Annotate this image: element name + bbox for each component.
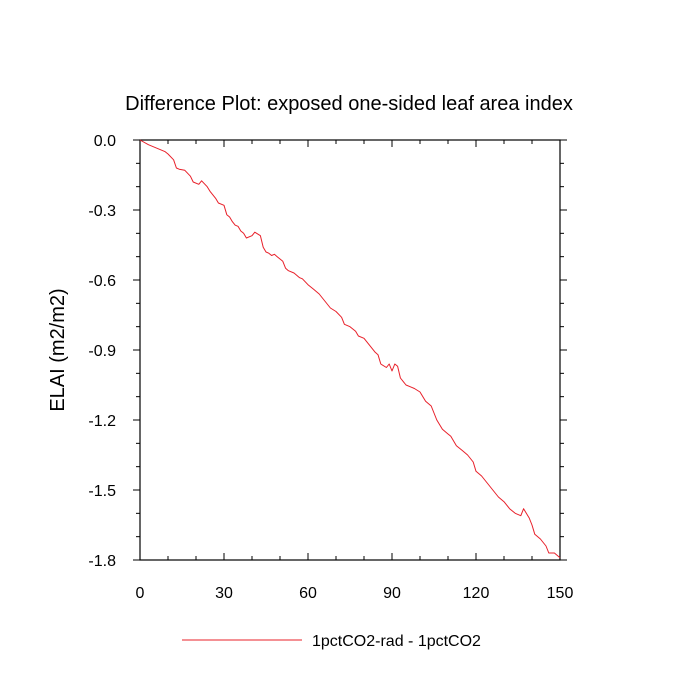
plot-frame	[139, 139, 561, 561]
chart-title: Difference Plot: exposed one-sided leaf …	[125, 93, 573, 115]
y-tick-label: 0.0	[94, 133, 116, 150]
x-tick-label: 30	[215, 585, 233, 602]
series-group	[139, 139, 561, 559]
axis-ticks	[133, 139, 567, 561]
x-tick-label: 150	[547, 585, 574, 602]
x-tick-labels: 0 30 60 90 120 150	[136, 585, 574, 602]
x-tick-label: 0	[136, 585, 145, 602]
legend: 1pctCO2-rad - 1pctCO2	[182, 633, 481, 650]
x-tick-label: 120	[463, 585, 490, 602]
x-tick-label: 90	[383, 585, 401, 602]
y-tick-label: -1.5	[88, 483, 116, 500]
x-tick-label: 60	[299, 585, 317, 602]
y-axis-label: ELAI (m2/m2)	[47, 288, 69, 411]
series-line	[139, 139, 561, 559]
y-tick-label: -1.2	[88, 413, 116, 430]
y-tick-label: -0.3	[88, 203, 116, 220]
y-tick-labels: 0.0 -0.3 -0.6 -0.9 -1.2 -1.5 -1.8	[88, 133, 116, 570]
y-tick-label: -1.8	[88, 553, 116, 570]
y-tick-label: -0.6	[88, 273, 116, 290]
legend-label: 1pctCO2-rad - 1pctCO2	[312, 633, 481, 650]
y-tick-label: -0.9	[88, 343, 116, 360]
